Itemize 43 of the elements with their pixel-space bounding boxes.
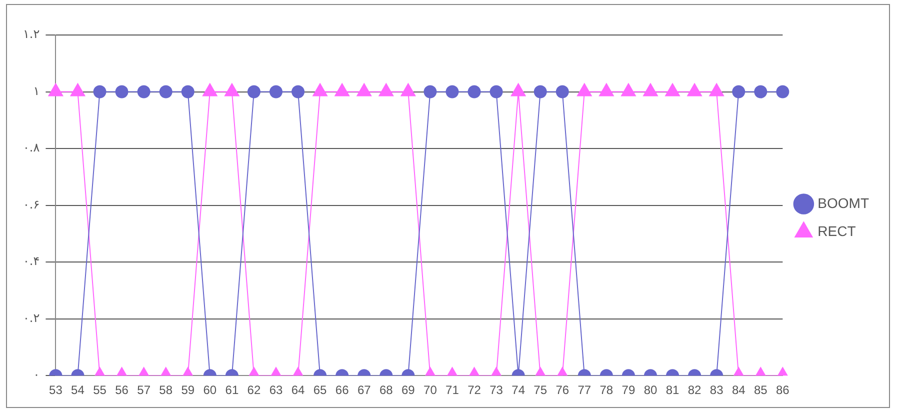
x-tick-label: 53 xyxy=(49,383,63,398)
x-tick-label: 81 xyxy=(666,383,680,398)
x-tick-label: 54 xyxy=(71,383,85,398)
x-tick-label: 69 xyxy=(401,383,416,398)
legend-label: RECT xyxy=(818,222,856,239)
x-tick-label: 60 xyxy=(203,383,217,398)
x-tick-label: 61 xyxy=(225,383,239,398)
x-tick-label: 63 xyxy=(269,383,283,398)
x-tick-label: 68 xyxy=(379,383,394,398)
x-tick-label: 72 xyxy=(468,383,482,398)
x-tick-label: 66 xyxy=(335,383,350,398)
x-tick-label: 58 xyxy=(159,383,173,398)
y-tick-label: ۰.۴ xyxy=(22,254,40,268)
legend-label: BOOMT xyxy=(818,194,870,211)
y-tick-label: ۰.۸ xyxy=(22,140,40,155)
x-tick-label: 76 xyxy=(556,383,570,398)
x-tick-label: 64 xyxy=(291,383,306,398)
y-tick-label: ۰.۲ xyxy=(22,310,40,325)
x-tick-label: 70 xyxy=(424,383,438,398)
x-tick-label: 62 xyxy=(247,383,261,398)
x-tick-label: 65 xyxy=(313,383,328,398)
x-tick-label: 82 xyxy=(688,383,702,398)
x-tick-label: 80 xyxy=(644,383,658,398)
x-tick-label: 55 xyxy=(93,383,107,398)
x-tick-label: 71 xyxy=(446,383,460,398)
x-tick-label: 67 xyxy=(357,383,372,398)
x-tick-label: 78 xyxy=(600,383,614,398)
y-tick-label: ۱.۲ xyxy=(22,27,40,42)
y-tick-label: ۰ xyxy=(33,368,40,382)
x-tick-label: 73 xyxy=(490,383,504,398)
x-tick-label: 59 xyxy=(181,383,195,398)
x-tick-label: 83 xyxy=(710,383,724,398)
x-tick-label: 86 xyxy=(776,383,790,398)
x-tick-label: 77 xyxy=(578,383,592,398)
y-tick-label: ۰.۶ xyxy=(22,197,40,212)
x-tick-label: 56 xyxy=(115,383,129,398)
x-tick-label: 79 xyxy=(622,383,636,398)
x-tick-label: 74 xyxy=(512,383,526,398)
y-tick-label: ۱ xyxy=(33,84,40,98)
x-tick-label: 75 xyxy=(534,383,548,398)
x-tick-label: 84 xyxy=(732,383,746,398)
x-tick-label: 85 xyxy=(754,383,768,398)
x-tick-label: 57 xyxy=(137,383,151,398)
